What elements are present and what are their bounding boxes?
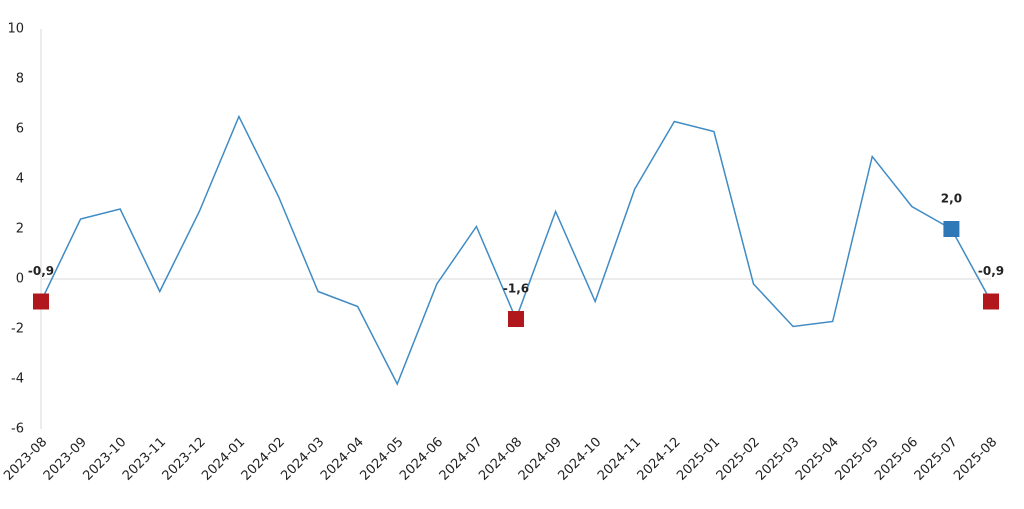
marker [983,293,999,310]
y-tick-label: 4 [16,172,24,187]
value-label: -0,9 [978,264,1004,278]
y-tick-label: 2 [16,222,24,237]
y-tick-label: 6 [16,122,24,137]
marker [943,221,960,237]
value-label: -1,6 [503,282,529,296]
y-tick-label: 8 [16,72,24,87]
value-label: -0,9 [28,264,54,278]
y-tick-label: -4 [11,372,24,387]
x-tick-label: 2025-08 [951,435,1000,484]
y-tick-label: -2 [11,322,24,337]
y-tick-label: -6 [11,422,24,437]
y-tick-label: 10 [7,22,24,37]
value-label: 2,0 [941,192,962,206]
marker [33,293,49,310]
line [40,114,992,386]
marker [508,311,524,327]
y-tick-label: 0 [16,272,24,287]
